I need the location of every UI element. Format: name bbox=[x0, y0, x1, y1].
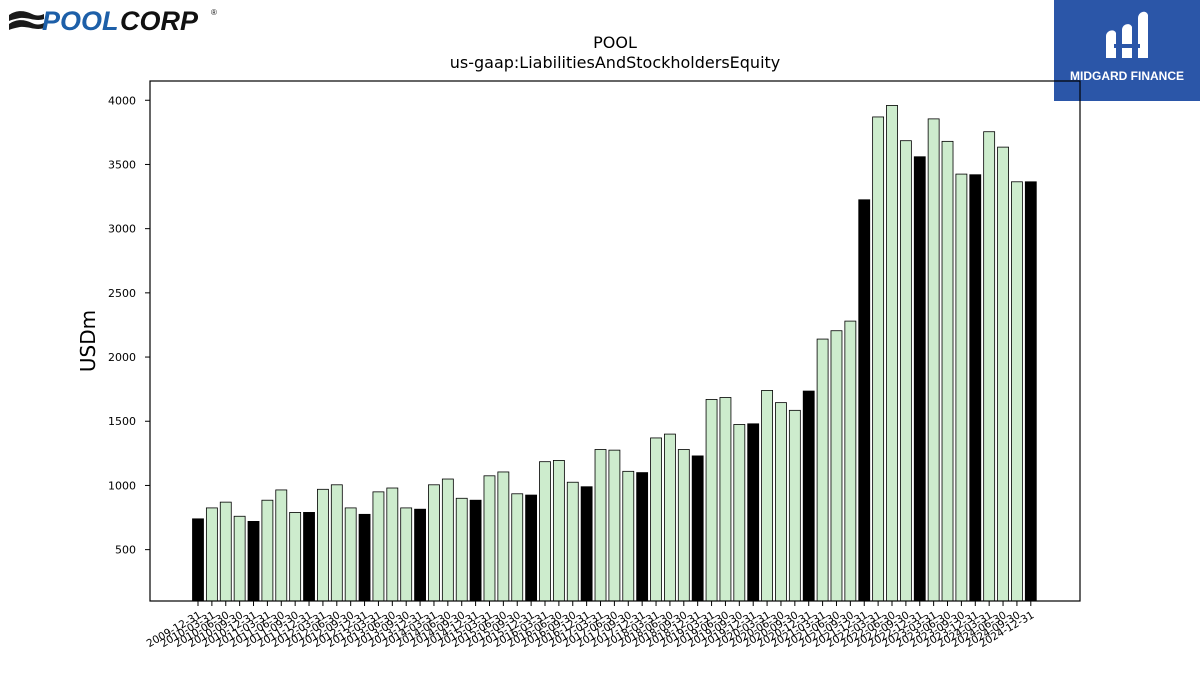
y-tick-label: 2000 bbox=[108, 351, 136, 364]
bar-2021-03-31 bbox=[816, 338, 829, 602]
y-tick-label: 1500 bbox=[108, 415, 136, 428]
midgard-finance-logo: MIDGARD FINANCE bbox=[1054, 0, 1200, 101]
bar-2013-12-31 bbox=[414, 508, 426, 602]
bar-2010-03-31 bbox=[205, 507, 218, 602]
bar-2024-03-31 bbox=[983, 131, 996, 602]
bars-group bbox=[192, 105, 1037, 602]
bar-2010-12-31 bbox=[247, 521, 260, 602]
bar-2013-06-30 bbox=[386, 487, 399, 602]
bar-2020-03-31 bbox=[761, 390, 773, 602]
bar-2022-03-31 bbox=[872, 116, 885, 602]
bar-2023-03-31 bbox=[927, 118, 940, 602]
y-tick-label: 3500 bbox=[108, 158, 136, 171]
bar-2009-12-31 bbox=[192, 518, 204, 602]
bar-2024-06-30 bbox=[997, 146, 1009, 602]
bar-2024-12-31 bbox=[1024, 181, 1037, 602]
chart-subtitle: us-gaap:LiabilitiesAndStockholdersEquity bbox=[450, 53, 781, 72]
bar-2022-09-30 bbox=[899, 140, 912, 602]
bar-2020-12-31 bbox=[802, 390, 815, 602]
y-tick-label: 2500 bbox=[108, 287, 136, 300]
logo-text-corp: CORP bbox=[120, 6, 199, 36]
bar-2013-09-30 bbox=[400, 507, 413, 602]
bar-2016-12-31 bbox=[580, 486, 593, 602]
bar-2014-09-30 bbox=[455, 497, 468, 602]
midgard-mark-icon: MIDGARD FINANCE bbox=[1070, 11, 1184, 83]
bar-2011-12-31 bbox=[303, 512, 315, 602]
bar-2013-03-31 bbox=[372, 491, 385, 602]
bar-2019-09-30 bbox=[733, 424, 746, 602]
y-axis-label: USDm bbox=[76, 310, 100, 372]
bar-2020-06-30 bbox=[775, 402, 787, 602]
poolcorp-logo: POOL CORP ® bbox=[9, 6, 217, 36]
bar-2018-03-31 bbox=[650, 437, 662, 602]
bar-2018-09-30 bbox=[677, 449, 690, 602]
y-tick-label: 500 bbox=[115, 544, 136, 557]
bar-2017-03-31 bbox=[594, 449, 607, 602]
bar-2011-03-31 bbox=[261, 499, 274, 602]
chart-title: POOL bbox=[593, 33, 637, 52]
logo-registered: ® bbox=[211, 8, 217, 17]
bar-2022-12-31 bbox=[913, 156, 926, 602]
bar-2014-06-30 bbox=[441, 478, 454, 602]
bar-2023-09-30 bbox=[955, 173, 968, 602]
bar-2012-03-31 bbox=[317, 488, 329, 602]
bar-2017-12-31 bbox=[636, 472, 649, 602]
bar-2023-06-30 bbox=[941, 140, 954, 602]
y-tick-label: 3000 bbox=[108, 223, 136, 236]
bar-2019-03-31 bbox=[705, 399, 718, 602]
logo-text-pool: POOL bbox=[42, 6, 119, 36]
bar-2010-09-30 bbox=[233, 515, 246, 602]
bar-2020-09-30 bbox=[788, 409, 801, 602]
bar-2021-12-31 bbox=[858, 199, 871, 602]
x-axis-ticks: 2009-12-312010-03-312010-06-302010-09-30… bbox=[145, 601, 1036, 650]
wave-icon bbox=[9, 11, 44, 30]
bar-2021-06-30 bbox=[830, 330, 843, 602]
y-axis-ticks: 500 1000 1500 2000 2500 3000 3500 4000 bbox=[108, 94, 150, 557]
bar-2022-06-30 bbox=[886, 105, 898, 602]
bar-2014-12-31 bbox=[469, 499, 482, 602]
bar-2019-06-30 bbox=[719, 397, 732, 602]
bar-2016-06-30 bbox=[552, 460, 565, 602]
bar-2011-09-30 bbox=[289, 512, 302, 602]
bar-2018-12-31 bbox=[691, 455, 704, 602]
bar-2015-12-31 bbox=[525, 494, 538, 602]
bar-2018-06-30 bbox=[664, 433, 676, 602]
bar-2021-09-30 bbox=[844, 320, 857, 602]
bar-2023-12-31 bbox=[969, 174, 982, 602]
publisher-name: MIDGARD FINANCE bbox=[1070, 69, 1184, 83]
y-tick-label: 1000 bbox=[108, 479, 136, 492]
bar-2015-03-31 bbox=[483, 475, 496, 602]
bar-2012-06-30 bbox=[330, 484, 343, 602]
bar-2014-03-31 bbox=[428, 484, 440, 602]
bar-2016-09-30 bbox=[566, 481, 579, 602]
bar-2017-06-30 bbox=[608, 449, 621, 602]
bar-2015-06-30 bbox=[497, 471, 510, 602]
bar-2012-09-30 bbox=[344, 507, 357, 602]
bar-2010-06-30 bbox=[219, 501, 232, 602]
bar-2017-09-30 bbox=[622, 470, 635, 602]
bar-2012-12-31 bbox=[358, 513, 371, 602]
bar-2011-06-30 bbox=[275, 489, 288, 602]
y-tick-label: 4000 bbox=[108, 94, 136, 107]
bar-2016-03-31 bbox=[539, 461, 551, 602]
bar-2015-09-30 bbox=[511, 493, 524, 602]
plot-frame bbox=[149, 80, 1081, 602]
bar-2024-09-30 bbox=[1011, 181, 1023, 602]
bar-2019-12-31 bbox=[747, 423, 760, 602]
